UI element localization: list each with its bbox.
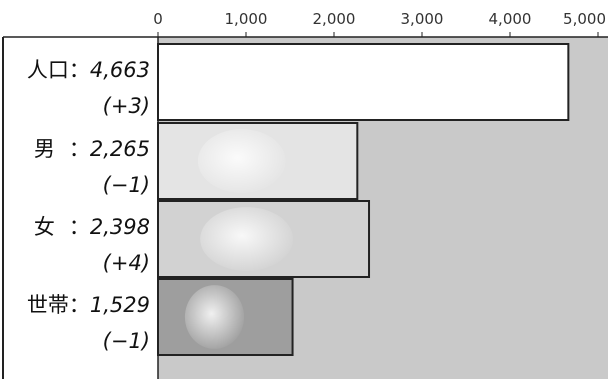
x-tick-label: 4,000 <box>489 10 532 28</box>
data-label: 2,398 <box>90 215 150 239</box>
category-name: 女 <box>34 215 55 239</box>
x-tick-label: 5,000 <box>563 10 606 28</box>
category-label: 人口：4,663 <box>27 58 150 82</box>
bar-highlight <box>200 207 294 271</box>
bar-highlight <box>184 285 245 349</box>
category-separator: ： <box>69 137 90 161</box>
category-label: 世帯：1,529 <box>27 293 150 317</box>
category-separator: ： <box>69 215 90 239</box>
category-separator: ： <box>69 58 90 82</box>
category-label: 男 ：2,265 <box>34 137 150 161</box>
change-label: (−1) <box>103 173 150 197</box>
data-label: 1,529 <box>90 293 150 317</box>
data-label: 4,663 <box>90 58 150 82</box>
category-name: 男 <box>34 137 55 161</box>
x-tick-label: 1,000 <box>225 10 268 28</box>
data-label: 2,265 <box>90 137 150 161</box>
bar <box>157 43 570 121</box>
change-label: (+4) <box>103 251 150 275</box>
category-separator: ： <box>69 293 90 317</box>
category-label: 女 ：2,398 <box>34 215 150 239</box>
x-tick-label: 3,000 <box>401 10 444 28</box>
change-label: (+3) <box>103 94 150 118</box>
category-name: 人口 <box>27 58 69 82</box>
bar-highlight <box>197 129 286 193</box>
x-tick-label: 0 <box>153 10 163 28</box>
category-name: 世帯 <box>27 293 69 317</box>
x-tick-label: 2,000 <box>313 10 356 28</box>
change-label: (−1) <box>103 329 150 353</box>
